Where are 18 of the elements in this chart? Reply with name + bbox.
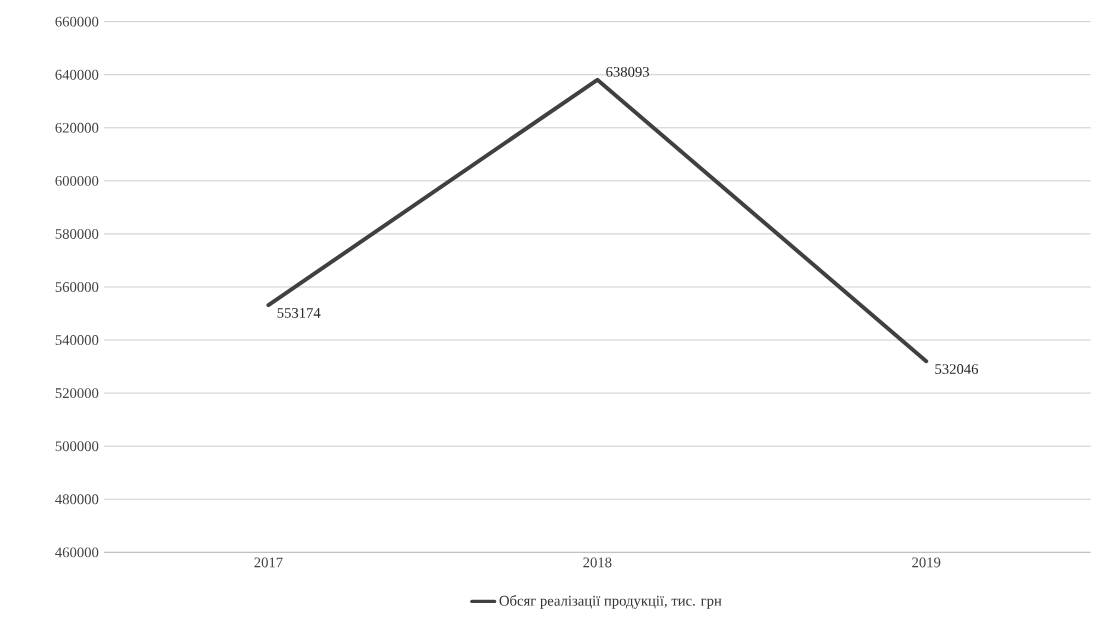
data-label: 532046 [935,364,979,374]
y-tick-label: 480000 [55,494,99,505]
y-tick-label: 460000 [55,547,99,558]
y-tick-label: 560000 [55,282,99,292]
x-tick-label: 2018 [583,557,612,568]
y-tick-label: 520000 [55,388,99,399]
data-label: 553174 [277,308,321,318]
data-label: 638093 [606,66,650,77]
y-tick-label: 500000 [55,441,99,452]
y-tick-label: 580000 [55,228,99,239]
y-tick-label: 660000 [55,16,99,27]
y-tick-label: 640000 [55,69,99,80]
x-tick-label: 2019 [912,557,941,568]
y-tick-label: 620000 [55,122,99,133]
x-tick-label: 2017 [254,557,283,568]
y-tick-label: 540000 [55,335,99,346]
y-tick-label: 600000 [55,175,99,186]
legend-label: Обсяг реалізації продукції, тис. грн [499,595,722,609]
